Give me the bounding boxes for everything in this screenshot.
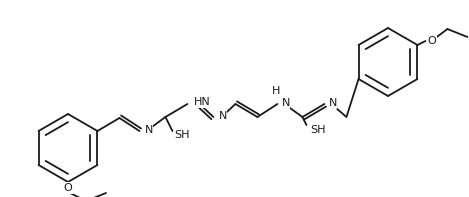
Text: SH: SH [174, 130, 190, 140]
Text: O: O [64, 183, 72, 193]
Text: N: N [281, 98, 290, 108]
Text: N: N [328, 98, 337, 108]
Text: H: H [272, 86, 280, 96]
Text: HN: HN [193, 97, 210, 107]
Text: SH: SH [310, 125, 326, 135]
Text: O: O [427, 36, 436, 46]
Text: N: N [144, 125, 153, 135]
Text: N: N [219, 111, 227, 121]
